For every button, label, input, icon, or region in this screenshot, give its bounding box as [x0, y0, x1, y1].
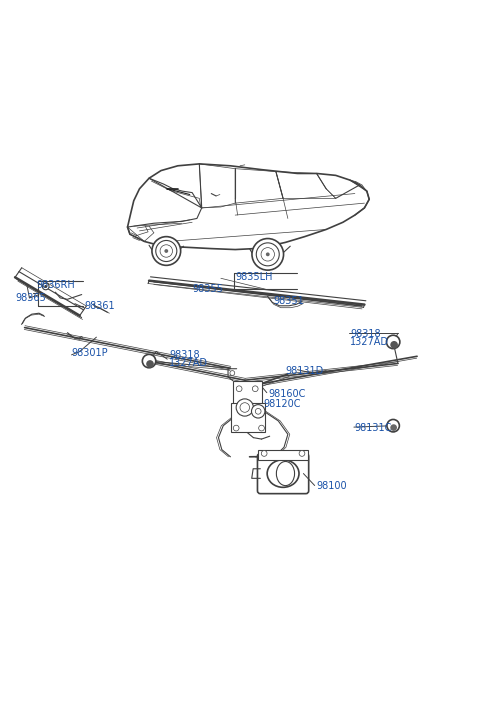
- Circle shape: [236, 386, 242, 392]
- Circle shape: [164, 249, 168, 253]
- FancyBboxPatch shape: [257, 453, 309, 494]
- Circle shape: [160, 245, 172, 257]
- Ellipse shape: [267, 460, 299, 487]
- Circle shape: [236, 399, 253, 416]
- Circle shape: [256, 243, 279, 266]
- FancyBboxPatch shape: [233, 381, 262, 404]
- Text: 98365: 98365: [15, 293, 46, 303]
- FancyBboxPatch shape: [231, 403, 265, 432]
- Text: 98355: 98355: [192, 284, 223, 295]
- Circle shape: [386, 335, 400, 349]
- Text: 98351: 98351: [274, 296, 304, 307]
- Circle shape: [252, 405, 265, 418]
- FancyBboxPatch shape: [258, 450, 308, 460]
- Ellipse shape: [276, 461, 295, 486]
- Circle shape: [252, 238, 284, 270]
- Circle shape: [261, 247, 275, 261]
- Circle shape: [266, 252, 270, 257]
- Circle shape: [233, 425, 239, 431]
- Text: 9836RH: 9836RH: [36, 280, 75, 290]
- Circle shape: [259, 425, 264, 431]
- Circle shape: [252, 386, 258, 392]
- Circle shape: [230, 370, 235, 375]
- Text: 1327AD: 1327AD: [169, 358, 208, 368]
- Circle shape: [143, 354, 156, 368]
- Text: 9835LH: 9835LH: [235, 272, 273, 283]
- Circle shape: [390, 424, 397, 431]
- Text: 98120C: 98120C: [263, 399, 300, 409]
- Text: 98301P: 98301P: [72, 348, 108, 358]
- Circle shape: [261, 451, 267, 456]
- Text: 98318: 98318: [169, 350, 200, 361]
- Circle shape: [240, 403, 250, 412]
- Text: 98131C: 98131C: [355, 423, 392, 433]
- Circle shape: [152, 237, 180, 265]
- Circle shape: [44, 285, 47, 288]
- Text: 1327AD: 1327AD: [350, 337, 389, 347]
- Circle shape: [255, 408, 261, 414]
- Text: 98318: 98318: [350, 329, 381, 340]
- Text: 98100: 98100: [317, 482, 347, 491]
- Circle shape: [299, 451, 305, 456]
- Circle shape: [42, 283, 49, 290]
- Circle shape: [156, 240, 177, 262]
- Text: 98361: 98361: [84, 301, 115, 311]
- Text: 98131D: 98131D: [286, 366, 324, 375]
- Circle shape: [146, 360, 154, 368]
- Text: 98160C: 98160C: [269, 389, 306, 399]
- Circle shape: [387, 420, 399, 432]
- Circle shape: [390, 341, 398, 349]
